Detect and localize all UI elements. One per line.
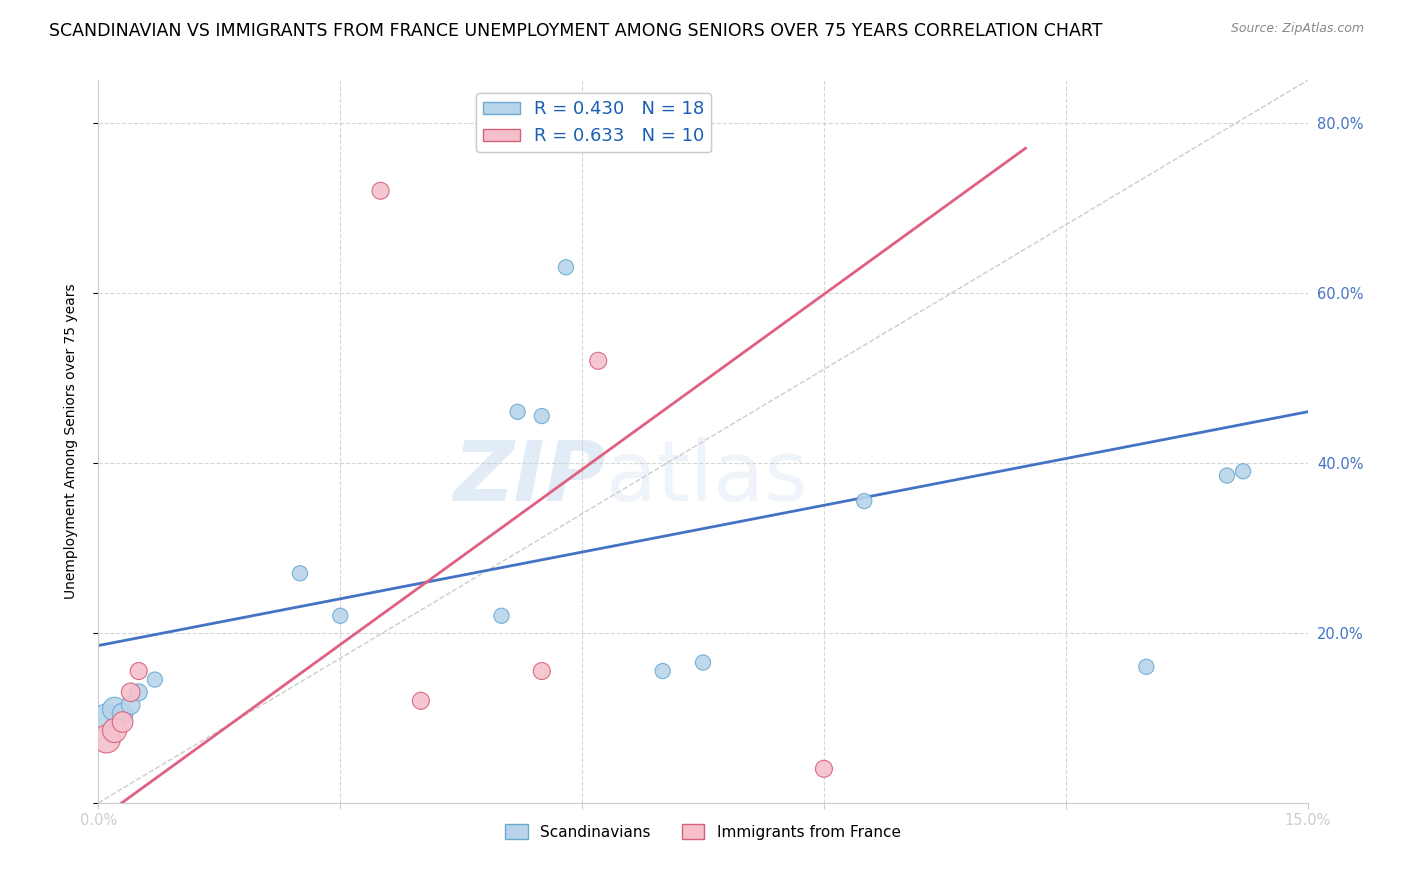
Point bbox=[103, 702, 125, 716]
Point bbox=[128, 685, 150, 699]
Point bbox=[586, 353, 609, 368]
Point bbox=[853, 494, 876, 508]
Point bbox=[813, 762, 835, 776]
Legend: Scandinavians, Immigrants from France: Scandinavians, Immigrants from France bbox=[499, 818, 907, 846]
Point bbox=[120, 685, 142, 699]
Point bbox=[96, 732, 118, 747]
Point bbox=[111, 714, 134, 729]
Text: atlas: atlas bbox=[606, 437, 808, 518]
Point bbox=[128, 664, 150, 678]
Point bbox=[370, 184, 392, 198]
Point bbox=[329, 608, 352, 623]
Point bbox=[409, 694, 432, 708]
Point bbox=[530, 409, 553, 423]
Point bbox=[555, 260, 578, 275]
Text: Source: ZipAtlas.com: Source: ZipAtlas.com bbox=[1230, 22, 1364, 36]
Point bbox=[120, 698, 142, 712]
Point bbox=[651, 664, 673, 678]
Point bbox=[506, 405, 529, 419]
Point bbox=[530, 664, 553, 678]
Point bbox=[1135, 660, 1157, 674]
Point bbox=[288, 566, 311, 581]
Point bbox=[96, 711, 118, 725]
Point bbox=[143, 673, 166, 687]
Point bbox=[1216, 468, 1239, 483]
Text: ZIP: ZIP bbox=[454, 437, 606, 518]
Point bbox=[111, 706, 134, 721]
Legend: R = 0.430   N = 18, R = 0.633   N = 10: R = 0.430 N = 18, R = 0.633 N = 10 bbox=[477, 93, 711, 153]
Point bbox=[1232, 464, 1254, 478]
Text: SCANDINAVIAN VS IMMIGRANTS FROM FRANCE UNEMPLOYMENT AMONG SENIORS OVER 75 YEARS : SCANDINAVIAN VS IMMIGRANTS FROM FRANCE U… bbox=[49, 22, 1102, 40]
Point bbox=[491, 608, 513, 623]
Point bbox=[103, 723, 125, 738]
Point bbox=[692, 656, 714, 670]
Y-axis label: Unemployment Among Seniors over 75 years: Unemployment Among Seniors over 75 years bbox=[63, 284, 77, 599]
